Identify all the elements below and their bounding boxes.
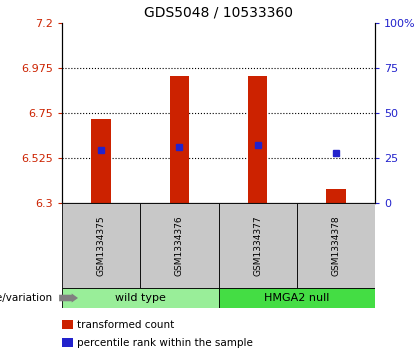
Bar [218, 288, 375, 308]
Title: GDS5048 / 10533360: GDS5048 / 10533360 [144, 5, 293, 19]
Bar [297, 203, 375, 288]
Bar [170, 76, 189, 203]
Bar [326, 189, 346, 203]
Text: transformed count: transformed count [77, 320, 174, 330]
Text: wild type: wild type [115, 293, 165, 303]
Bar [218, 203, 297, 288]
Text: percentile rank within the sample: percentile rank within the sample [77, 338, 252, 348]
Bar [140, 203, 218, 288]
Text: GSM1334378: GSM1334378 [331, 215, 340, 276]
Bar [62, 203, 140, 288]
Bar [91, 119, 111, 203]
Text: GSM1334375: GSM1334375 [97, 215, 105, 276]
Text: GSM1334376: GSM1334376 [175, 215, 184, 276]
Text: HMGA2 null: HMGA2 null [264, 293, 329, 303]
Text: GSM1334377: GSM1334377 [253, 215, 262, 276]
Bar [62, 288, 218, 308]
Bar [248, 76, 268, 203]
Text: genotype/variation: genotype/variation [0, 293, 53, 303]
